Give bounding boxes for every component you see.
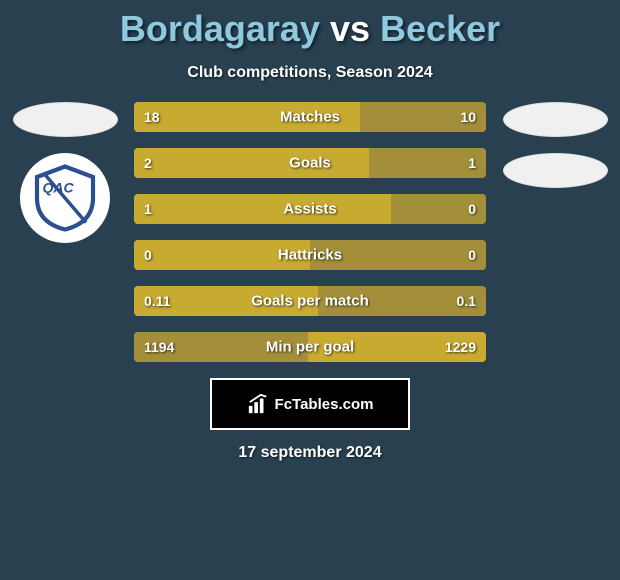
stat-label: Hattricks (278, 247, 342, 264)
stat-value-right: 10 (460, 109, 476, 125)
stat-value-right: 0 (468, 247, 476, 263)
vs-separator: vs (330, 8, 370, 49)
chart-icon (247, 393, 269, 415)
stat-value-right: 1229 (445, 339, 476, 355)
stat-value-left: 18 (144, 109, 160, 125)
svg-text:QAC: QAC (42, 179, 74, 195)
stat-row: 0.11 Goals per match 0.1 (134, 286, 486, 316)
stat-fill-left (134, 194, 391, 224)
stat-value-right: 1 (468, 155, 476, 171)
comparison-card: Bordagaray vs Becker Club competitions, … (0, 0, 620, 580)
stat-value-left: 1194 (144, 339, 174, 355)
stat-row: 1 Assists 0 (134, 194, 486, 224)
player2-name: Becker (380, 8, 500, 49)
stat-label: Matches (280, 109, 340, 126)
footer-badge: FcTables.com (210, 378, 410, 430)
main-layout: QAC 18 Matches 10 2 Goals 1 1 Assists 0 0 Hattrick… (0, 102, 620, 362)
stat-value-left: 2 (144, 155, 152, 171)
stat-row: 1194 Min per goal 1229 (134, 332, 486, 362)
stat-value-left: 1 (144, 201, 152, 217)
footer-site: FcTables.com (275, 396, 374, 413)
stat-label: Assists (283, 201, 336, 218)
player2-club-badge (503, 153, 608, 188)
player1-name: Bordagaray (120, 8, 320, 49)
stat-value-right: 0 (468, 201, 476, 217)
right-column (490, 102, 620, 362)
left-column: QAC (0, 102, 130, 362)
stat-value-left: 0.11 (144, 293, 170, 309)
subtitle: Club competitions, Season 2024 (0, 64, 620, 82)
stat-value-right: 0.1 (457, 293, 476, 309)
stat-value-left: 0 (144, 247, 152, 263)
stat-label: Goals (289, 155, 331, 172)
stat-row: 18 Matches 10 (134, 102, 486, 132)
stat-fill-left (134, 148, 369, 178)
player1-avatar (13, 102, 118, 137)
stat-row: 0 Hattricks 0 (134, 240, 486, 270)
player2-avatar (503, 102, 608, 137)
page-title: Bordagaray vs Becker (0, 0, 620, 50)
stats-column: 18 Matches 10 2 Goals 1 1 Assists 0 0 Hattricks 0 0.… (130, 102, 490, 362)
stat-row: 2 Goals 1 (134, 148, 486, 178)
player1-club-badge: QAC (20, 153, 110, 243)
stat-label: Min per goal (266, 339, 354, 356)
stat-label: Goals per match (251, 293, 369, 310)
date: 17 september 2024 (0, 444, 620, 462)
